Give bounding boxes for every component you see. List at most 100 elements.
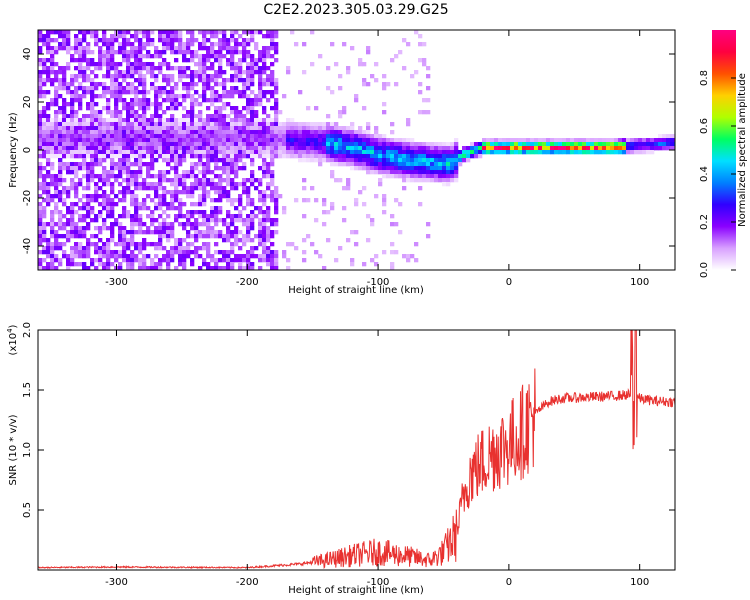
heatmap-cell	[226, 254, 231, 259]
heatmap-cell	[210, 234, 215, 239]
heatmap-cell	[258, 78, 263, 83]
heatmap-cell	[90, 50, 95, 55]
heatmap-cell	[134, 134, 139, 139]
heatmap-cell	[266, 246, 271, 251]
heatmap-cell	[118, 30, 123, 35]
heatmap-cell	[334, 146, 339, 151]
heatmap-cell	[282, 206, 287, 211]
heatmap-cell	[390, 58, 395, 63]
heatmap-cell	[62, 66, 67, 71]
heatmap-cell	[178, 154, 183, 159]
heatmap-cell	[642, 142, 647, 147]
heatmap-cell	[122, 198, 127, 203]
heatmap-cell	[382, 142, 387, 147]
heatmap-cell	[246, 70, 251, 75]
heatmap-cell	[78, 218, 83, 223]
heatmap-cell	[46, 38, 51, 43]
heatmap-cell	[378, 154, 383, 159]
heatmap-cell	[90, 146, 95, 151]
heatmap-cell	[298, 126, 303, 131]
heatmap-cell	[202, 78, 207, 83]
heatmap-cell	[214, 210, 219, 215]
heatmap-cell	[162, 146, 167, 151]
heatmap-cell	[118, 110, 123, 115]
heatmap-cell	[318, 154, 323, 159]
heatmap-cell	[102, 166, 107, 171]
heatmap-cell	[122, 166, 127, 171]
heatmap-cell	[210, 146, 215, 151]
heatmap-cell	[162, 190, 167, 195]
heatmap-cell	[154, 90, 159, 95]
heatmap-cell	[94, 186, 99, 191]
heatmap-cell	[626, 138, 631, 143]
heatmap-cell	[214, 126, 219, 131]
heatmap-cell	[146, 150, 151, 155]
heatmap-cell	[158, 70, 163, 75]
heatmap-cell	[370, 150, 375, 155]
heatmap-cell	[322, 266, 327, 270]
heatmap-cell	[66, 154, 71, 159]
x-tick-label: -300	[105, 277, 128, 288]
heatmap-cell	[202, 58, 207, 63]
heatmap-cell	[162, 230, 167, 235]
heatmap-cell	[50, 126, 55, 131]
heatmap-cell	[218, 182, 223, 187]
heatmap-cell	[570, 138, 575, 143]
heatmap-cell	[262, 94, 267, 99]
heatmap-cell	[114, 166, 119, 171]
heatmap-cell	[254, 118, 259, 123]
heatmap-cell	[82, 158, 87, 163]
heatmap-cell	[230, 106, 235, 111]
heatmap-cell	[154, 74, 159, 79]
heatmap-cell	[94, 34, 99, 39]
heatmap-cell	[126, 166, 131, 171]
heatmap-cell	[250, 102, 255, 107]
heatmap-cell	[450, 166, 455, 171]
heatmap-cell	[162, 254, 167, 259]
heatmap-cell	[178, 34, 183, 39]
heatmap-cell	[394, 222, 399, 227]
heatmap-cell	[222, 46, 227, 51]
heatmap-cell	[642, 138, 647, 143]
heatmap-cell	[46, 150, 51, 155]
heatmap-cell	[274, 106, 279, 111]
heatmap-cell	[214, 134, 219, 139]
heatmap-cell	[110, 174, 115, 179]
heatmap-cell	[614, 150, 619, 155]
heatmap-cell	[94, 62, 99, 67]
heatmap-cell	[118, 86, 123, 91]
heatmap-cell	[242, 178, 247, 183]
heatmap-cell	[350, 126, 355, 131]
heatmap-cell	[382, 174, 387, 179]
heatmap-cell	[210, 214, 215, 219]
heatmap-cell	[166, 170, 171, 175]
heatmap-cell	[246, 110, 251, 115]
heatmap-cell	[266, 258, 271, 263]
heatmap-cell	[166, 206, 171, 211]
heatmap-cell	[98, 122, 103, 127]
heatmap-cell	[202, 186, 207, 191]
heatmap-cell	[262, 154, 267, 159]
heatmap-cell	[66, 258, 71, 263]
heatmap-cell	[426, 154, 431, 159]
heatmap-cell	[234, 50, 239, 55]
heatmap-cell	[254, 146, 259, 151]
heatmap-cell	[38, 146, 43, 151]
heatmap-cell	[78, 230, 83, 235]
heatmap-cell	[46, 182, 51, 187]
heatmap-cell	[110, 238, 115, 243]
heatmap-cell	[206, 246, 211, 251]
heatmap-cell	[154, 106, 159, 111]
heatmap-cell	[146, 254, 151, 259]
heatmap-cell	[126, 258, 131, 263]
heatmap-cell	[262, 46, 267, 51]
heatmap-cell	[86, 162, 91, 167]
heatmap-cell	[386, 174, 391, 179]
heatmap-cell	[202, 242, 207, 247]
heatmap-cell	[130, 238, 135, 243]
heatmap-cell	[62, 42, 67, 47]
heatmap-cell	[122, 238, 127, 243]
heatmap-cell	[270, 162, 275, 167]
heatmap-cell	[202, 154, 207, 159]
heatmap-cell	[178, 138, 183, 143]
